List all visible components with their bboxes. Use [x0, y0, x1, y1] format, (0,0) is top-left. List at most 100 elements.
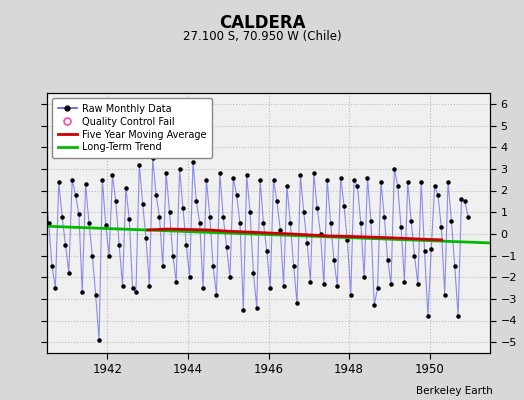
Point: [437, 224, 445, 230]
Point: [216, 170, 224, 176]
Point: [222, 244, 231, 250]
Point: [135, 161, 144, 168]
Point: [303, 239, 311, 246]
Point: [155, 213, 163, 220]
Point: [205, 213, 214, 220]
Point: [447, 218, 455, 224]
Point: [98, 176, 106, 183]
Point: [407, 218, 416, 224]
Point: [199, 285, 208, 291]
Point: [68, 176, 77, 183]
Point: [333, 283, 342, 289]
Point: [269, 176, 278, 183]
Point: [363, 174, 372, 181]
Point: [95, 337, 103, 343]
Point: [313, 205, 321, 211]
Point: [81, 181, 90, 187]
Point: [310, 170, 318, 176]
Point: [417, 179, 425, 185]
Point: [138, 200, 147, 207]
Text: 27.100 S, 70.950 W (Chile): 27.100 S, 70.950 W (Chile): [183, 30, 341, 43]
Point: [195, 220, 204, 226]
Point: [246, 209, 254, 215]
Point: [28, 198, 36, 204]
Point: [226, 274, 234, 280]
Point: [420, 248, 429, 254]
Point: [289, 263, 298, 270]
Point: [296, 172, 304, 178]
Point: [306, 278, 314, 285]
Point: [128, 285, 137, 291]
Point: [61, 242, 70, 248]
Point: [122, 185, 130, 192]
Point: [457, 196, 466, 202]
Point: [249, 270, 258, 276]
Point: [58, 213, 67, 220]
Point: [75, 211, 83, 218]
Point: [219, 213, 227, 220]
Point: [209, 263, 217, 270]
Point: [182, 242, 190, 248]
Point: [370, 302, 378, 308]
Point: [413, 280, 422, 287]
Point: [236, 220, 244, 226]
Point: [115, 242, 123, 248]
Point: [430, 183, 439, 189]
Point: [266, 285, 275, 291]
Point: [41, 183, 49, 189]
Point: [179, 205, 187, 211]
Text: CALDERA: CALDERA: [219, 14, 305, 32]
Point: [162, 170, 170, 176]
Point: [118, 283, 127, 289]
Point: [243, 172, 251, 178]
Point: [384, 257, 392, 263]
Point: [300, 209, 308, 215]
Point: [441, 291, 449, 298]
Point: [45, 220, 53, 226]
Point: [326, 220, 335, 226]
Point: [330, 257, 338, 263]
Point: [380, 213, 388, 220]
Point: [343, 237, 352, 244]
Point: [367, 218, 375, 224]
Point: [451, 263, 459, 270]
Point: [102, 222, 110, 228]
Point: [189, 159, 197, 166]
Point: [152, 192, 160, 198]
Point: [374, 285, 382, 291]
Point: [350, 176, 358, 183]
Point: [24, 174, 32, 181]
Point: [320, 280, 328, 287]
Point: [233, 192, 241, 198]
Point: [92, 291, 100, 298]
Point: [353, 183, 362, 189]
Point: [316, 231, 325, 237]
Point: [444, 179, 452, 185]
Point: [360, 274, 368, 280]
Point: [142, 235, 150, 241]
Point: [400, 278, 409, 285]
Point: [286, 220, 294, 226]
Text: Berkeley Earth: Berkeley Earth: [416, 386, 493, 396]
Point: [54, 179, 63, 185]
Point: [192, 198, 201, 204]
Point: [403, 179, 412, 185]
Point: [31, 220, 39, 226]
Point: [239, 306, 247, 313]
Point: [212, 291, 221, 298]
Point: [165, 209, 173, 215]
Point: [283, 183, 291, 189]
Point: [145, 283, 154, 289]
Point: [464, 213, 472, 220]
Point: [434, 192, 442, 198]
Point: [410, 252, 419, 259]
Point: [427, 246, 435, 252]
Point: [159, 263, 167, 270]
Point: [461, 198, 469, 204]
Point: [112, 198, 120, 204]
Point: [202, 176, 211, 183]
Point: [132, 289, 140, 296]
Point: [148, 155, 157, 161]
Point: [38, 304, 46, 311]
Point: [105, 252, 113, 259]
